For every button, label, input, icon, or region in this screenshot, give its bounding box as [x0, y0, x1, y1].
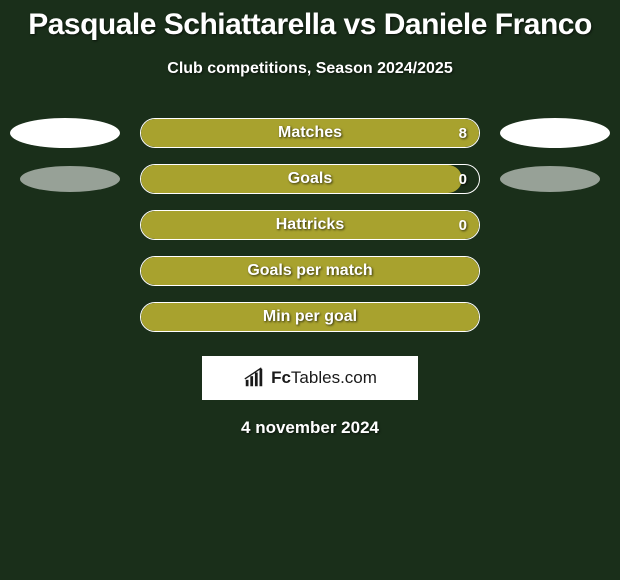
right-ellipse	[500, 118, 610, 148]
stat-value: 0	[459, 165, 467, 193]
stat-label: Min per goal	[141, 303, 479, 331]
stat-label: Hattricks	[141, 211, 479, 239]
stat-row: Goals0	[0, 164, 620, 194]
stat-row: Matches8	[0, 118, 620, 148]
stats-list: Matches8Goals0Hattricks0Goals per matchM…	[0, 118, 620, 332]
stat-value: 8	[459, 119, 467, 147]
left-spacer	[10, 256, 120, 286]
chart-icon	[243, 367, 265, 389]
stat-bar: Goals per match	[140, 256, 480, 286]
logo-text: FcTables.com	[271, 368, 377, 388]
right-ellipse	[500, 166, 600, 192]
right-spacer	[500, 302, 610, 332]
left-spacer	[10, 302, 120, 332]
page-title: Pasquale Schiattarella vs Daniele Franco	[0, 8, 620, 42]
stat-bar: Goals0	[140, 164, 480, 194]
stat-label: Goals per match	[141, 257, 479, 285]
left-ellipse	[20, 166, 120, 192]
left-ellipse	[10, 118, 120, 148]
right-spacer	[500, 256, 610, 286]
stat-bar: Min per goal	[140, 302, 480, 332]
stat-row: Min per goal	[0, 302, 620, 332]
stat-bar: Hattricks0	[140, 210, 480, 240]
stat-label: Matches	[141, 119, 479, 147]
stat-row: Goals per match	[0, 256, 620, 286]
stat-label: Goals	[141, 165, 479, 193]
stat-value: 0	[459, 211, 467, 239]
logo-suffix: Tables.com	[291, 368, 377, 387]
date-text: 4 november 2024	[0, 418, 620, 438]
comparison-card: Pasquale Schiattarella vs Daniele Franco…	[0, 0, 620, 438]
page-subtitle: Club competitions, Season 2024/2025	[0, 60, 620, 78]
logo-prefix: Fc	[271, 368, 291, 387]
logo-box: FcTables.com	[202, 356, 418, 400]
stat-bar: Matches8	[140, 118, 480, 148]
right-spacer	[500, 210, 610, 240]
stat-row: Hattricks0	[0, 210, 620, 240]
left-spacer	[10, 210, 120, 240]
